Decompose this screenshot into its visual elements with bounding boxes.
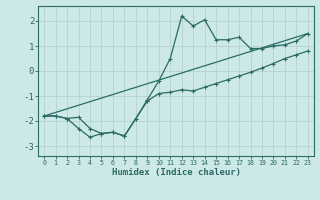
X-axis label: Humidex (Indice chaleur): Humidex (Indice chaleur) xyxy=(111,168,241,177)
